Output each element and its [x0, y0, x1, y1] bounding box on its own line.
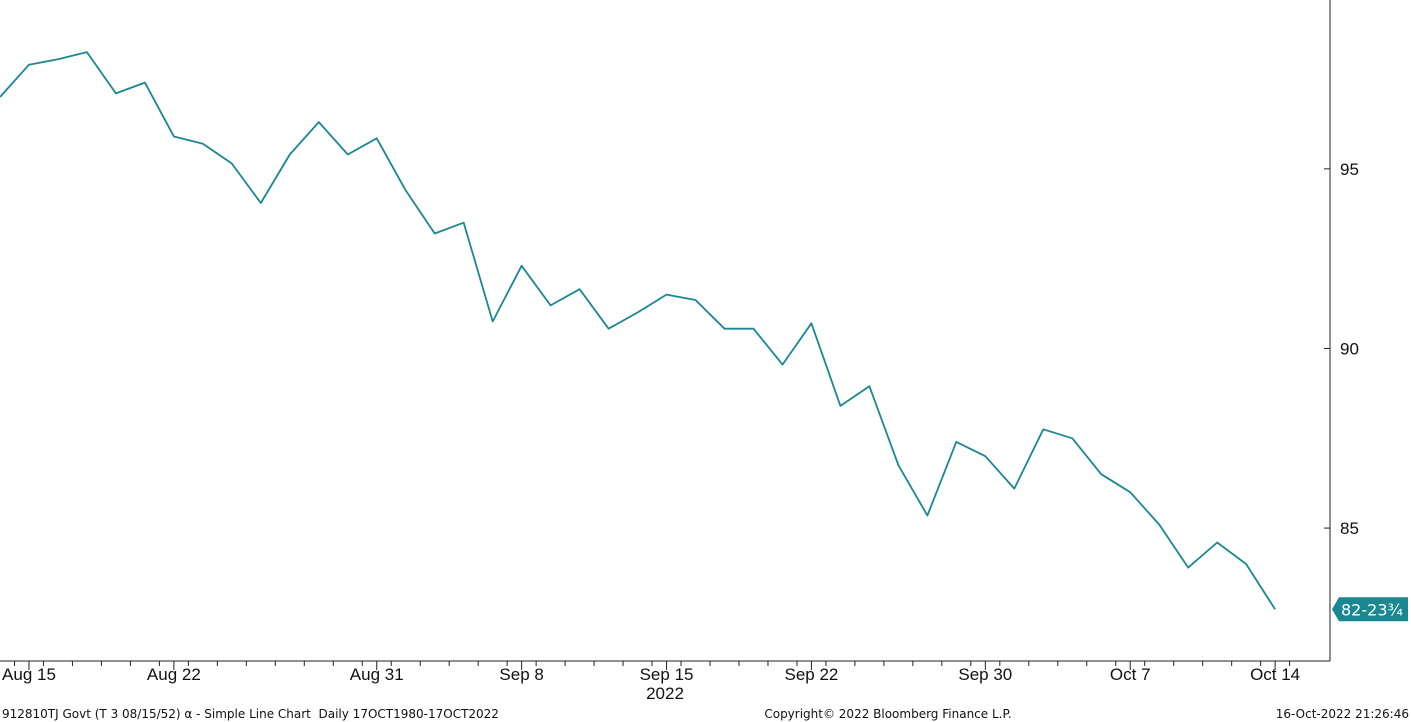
footer-copyright: Copyright© 2022 Bloomberg Finance L.P. [764, 707, 1011, 721]
last-value-badge [1332, 597, 1408, 622]
x-tick-label: Aug 31 [350, 665, 404, 684]
y-axis: 85 90 95 [1324, 0, 1359, 661]
y-tick-label: 95 [1340, 160, 1359, 179]
x-tick-label: Oct 7 [1110, 665, 1151, 684]
last-value-marker: 82-23¾ [1332, 597, 1408, 622]
price-series-line [0, 51, 1276, 610]
footer-security-description: 912810TJ Govt (T 3 08/15/52) α - Simple … [2, 707, 499, 721]
y-tick-label: 90 [1340, 339, 1359, 358]
footer-timestamp: 16-Oct-2022 21:26:46 [1276, 707, 1409, 721]
x-tick-label: Sep 8 [499, 665, 543, 684]
x-axis: Aug 15 Aug 22 Aug 31 Sep 8 Sep 15 Sep 22 Sep 3… [0, 660, 1330, 684]
x-tick-label: Sep 30 [958, 665, 1012, 684]
series-layer [0, 51, 1276, 610]
x-tick-label: Aug 22 [147, 665, 201, 684]
y-tick-label: 85 [1340, 519, 1359, 538]
x-tick-label: Oct 14 [1250, 665, 1300, 684]
x-tick-label: Aug 15 [2, 665, 56, 684]
x-tick-label: Sep 22 [784, 665, 838, 684]
last-value-label: 82-23¾ [1341, 600, 1403, 619]
x-tick-label: Sep 15 [640, 665, 694, 684]
x-axis-year-label: 2022 [646, 684, 684, 703]
